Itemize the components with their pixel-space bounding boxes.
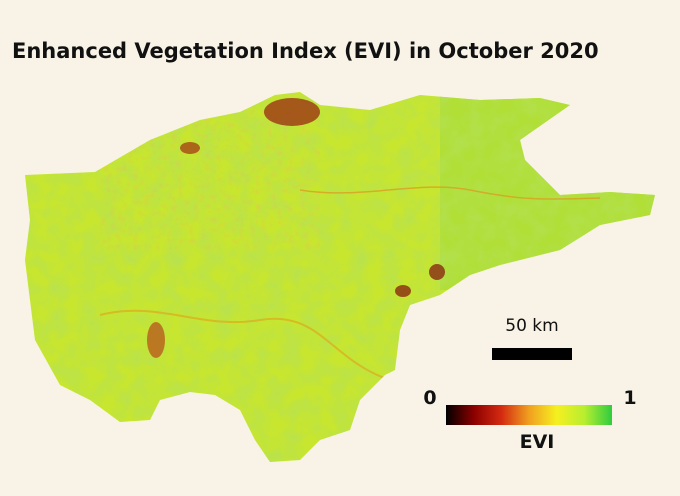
legend-max-label: 1	[623, 387, 636, 409]
map-title: Enhanced Vegetation Index (EVI) in Octob…	[12, 39, 599, 63]
scale-bar	[492, 348, 572, 360]
legend-min-label: 0	[423, 387, 436, 409]
legend-title: EVI	[520, 431, 555, 453]
scale-bar-label: 50 km	[505, 316, 558, 336]
colorbar	[446, 405, 612, 425]
